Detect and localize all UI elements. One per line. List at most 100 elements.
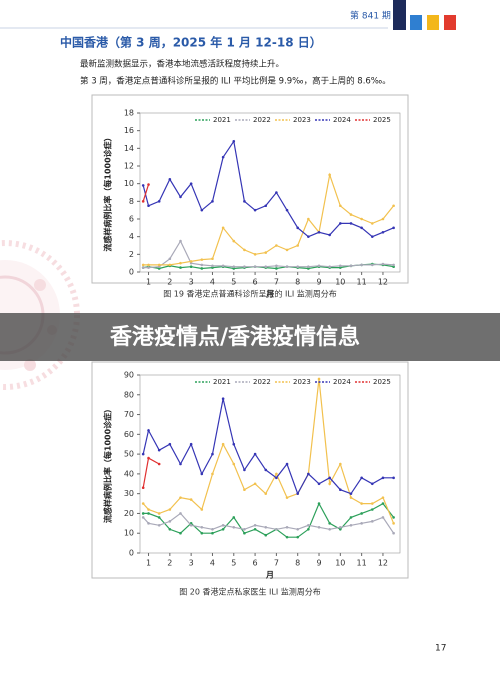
- series-marker: [275, 264, 278, 268]
- legend-label: 2024: [333, 116, 351, 124]
- series-marker: [328, 265, 331, 269]
- series-marker: [328, 173, 331, 177]
- x-axis-label: 月: [265, 571, 274, 580]
- x-tick-label: 2: [167, 278, 172, 287]
- y-tick-label: 8: [129, 197, 134, 206]
- header-block: [393, 0, 406, 30]
- series-marker: [275, 472, 278, 476]
- series-marker: [179, 496, 182, 499]
- series-marker: [243, 488, 246, 492]
- series-marker: [141, 263, 145, 267]
- series-marker: [157, 263, 161, 267]
- legend-label: 2025: [373, 378, 391, 386]
- y-tick-label: 30: [124, 489, 134, 498]
- series-marker: [392, 263, 395, 267]
- y-tick-label: 80: [124, 390, 134, 399]
- series-marker: [157, 516, 161, 519]
- figure-frame: [91, 361, 409, 579]
- section-title: 中国香港（第 3 周，2025 年 1 月 12-18 日）: [60, 35, 322, 50]
- series-marker: [141, 486, 145, 490]
- y-tick-label: 50: [124, 450, 134, 459]
- series-marker: [232, 239, 236, 243]
- banner-bg: [0, 313, 500, 361]
- series-marker: [317, 264, 321, 268]
- series-marker: [381, 230, 385, 234]
- plot-area: [139, 112, 401, 273]
- y-tick-label: 16: [124, 126, 134, 135]
- series-marker: [243, 468, 246, 472]
- series-marker: [147, 429, 150, 432]
- series-marker: [232, 525, 236, 529]
- banner-text: 香港疫情点/香港疫情信息: [110, 324, 360, 350]
- series-marker: [264, 251, 268, 254]
- series-marker: [285, 496, 289, 499]
- series-marker: [141, 184, 145, 187]
- series-marker: [349, 492, 353, 495]
- series-marker: [147, 204, 150, 208]
- series-marker: [141, 200, 145, 203]
- series-marker: [243, 531, 246, 535]
- series-marker: [285, 525, 289, 529]
- y-tick-label: 6: [129, 215, 134, 224]
- series-marker: [157, 462, 161, 466]
- series-marker: [360, 522, 363, 525]
- series-marker: [307, 235, 310, 238]
- series-marker: [141, 512, 145, 515]
- series-marker: [296, 244, 300, 247]
- y-tick-label: 20: [124, 509, 134, 518]
- legend-label: 2025: [373, 116, 391, 124]
- series-marker: [211, 200, 214, 203]
- paragraph: 最新监测数据显示，香港本地流感活跃程度持续上升。: [80, 59, 284, 70]
- series-marker: [285, 248, 289, 252]
- series-marker: [168, 508, 172, 511]
- series-marker: [296, 492, 300, 495]
- series-marker: [381, 476, 385, 480]
- series-marker: [317, 525, 321, 529]
- series-marker: [232, 265, 236, 269]
- series-marker: [296, 226, 300, 230]
- series-marker: [275, 267, 278, 270]
- series-marker: [211, 452, 214, 456]
- series-marker: [179, 531, 182, 535]
- header-block: [410, 15, 422, 30]
- series-marker: [253, 527, 257, 531]
- series-marker: [307, 265, 310, 269]
- series-marker: [360, 512, 363, 515]
- series-marker: [200, 531, 204, 535]
- series-marker: [285, 265, 289, 269]
- y-tick-label: 0: [129, 549, 134, 558]
- x-tick-label: 8: [295, 559, 300, 568]
- series-marker: [141, 266, 145, 269]
- series-marker: [189, 265, 193, 269]
- series-marker: [307, 527, 310, 531]
- series-marker: [339, 264, 342, 268]
- series-marker: [392, 522, 395, 525]
- x-tick-label: 4: [210, 278, 215, 287]
- series-marker: [370, 482, 374, 486]
- series-marker: [168, 520, 172, 523]
- x-tick-label: 6: [253, 559, 258, 568]
- x-tick-label: 5: [231, 278, 236, 287]
- series-marker: [339, 525, 342, 529]
- y-axis-label: 流感样病例比率（每1000诊症）: [103, 133, 113, 251]
- legend-label: 2022: [253, 116, 271, 124]
- series-marker: [211, 472, 214, 476]
- series-marker: [157, 512, 161, 515]
- series-marker: [392, 516, 395, 519]
- series-marker: [264, 525, 268, 529]
- series-marker: [157, 524, 161, 527]
- legend-label: 2021: [213, 116, 231, 124]
- series-marker: [339, 204, 342, 208]
- series-marker: [328, 527, 331, 531]
- series-marker: [328, 476, 331, 480]
- series-marker: [339, 222, 342, 225]
- x-tick-label: 3: [189, 559, 194, 568]
- series-marker: [275, 244, 278, 247]
- y-tick-label: 12: [124, 162, 134, 171]
- series-marker: [349, 496, 353, 499]
- series-marker: [189, 442, 193, 446]
- series-marker: [317, 230, 321, 234]
- series-marker: [141, 502, 145, 505]
- series-marker: [232, 139, 236, 143]
